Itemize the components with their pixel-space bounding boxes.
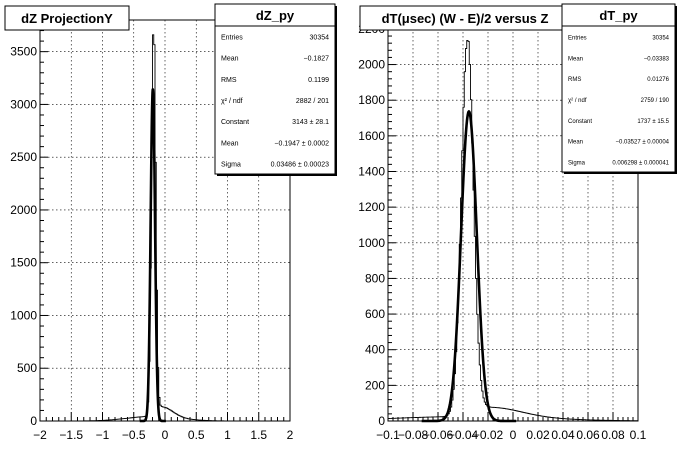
stats-title: dZ_py [256,8,295,23]
stats-row-label: Constant [568,119,592,125]
stats-row-label: Mean [221,140,239,147]
y-tick-label: 400 [365,343,385,357]
stats-row-label: Constant [221,119,249,126]
x-tick-label: 1 [224,428,231,442]
stats-frame [561,3,676,173]
stats-row-value: 0.1199 [308,77,329,84]
stats-row-value: −0.03527 ± 0.00004 [615,140,669,146]
x-tick-label: 2 [287,428,294,442]
stats-row-label: Entries [568,35,587,41]
stats-row-value: 2882 / 201 [296,98,329,105]
x-tick-label: −0.5 [122,428,146,442]
stats-row-label: Mean [568,56,583,62]
y-tick-label: 1600 [358,129,385,143]
y-tick-label: 1200 [358,200,385,214]
x-tick-label: 0.04 [551,428,575,442]
y-tick-label: 3500 [10,45,37,59]
x-tick-label: −0.1 [376,428,400,442]
x-tick-label: 1.5 [250,428,267,442]
stats-row-label: Mean [568,140,583,146]
chart-title-box: dZ ProjectionY [4,5,130,31]
x-tick-label: −0.06 [423,428,454,442]
y-tick-label: 1400 [358,164,385,178]
chart-title-box: dT(μsec) (W - E)/2 versus Z [359,5,571,31]
y-tick-label: 600 [365,307,385,321]
x-tick-label: −1 [96,428,110,442]
title-frame [4,5,130,31]
y-axis: 0200400600800100012001400160018002000220… [358,21,396,428]
y-tick-label: 0 [378,414,385,428]
gaussian-fit-curve [420,110,518,423]
chart-title: dZ ProjectionY [21,11,113,26]
histogram-series [40,34,290,422]
stats-row-value: 0.01276 [647,77,669,83]
y-tick-label: 1000 [10,308,37,322]
y-tick-label: 0 [30,414,37,428]
stats-row-value: 2759 / 190 [641,98,670,104]
y-tick-label: 800 [365,271,385,285]
x-tick-label: 0.06 [576,428,600,442]
x-tick-label: 0.02 [526,428,550,442]
stats-row-value: −0.1827 [304,56,330,63]
chart-title: dT(μsec) (W - E)/2 versus Z [382,11,549,26]
stats-row-value: −0.03383 [644,56,670,62]
x-tick-label: −0.02 [473,428,504,442]
stats-box: dZ_py Entries 30354 Mean −0.1827 RMS 0.1199 χ² … [214,3,337,176]
x-tick-label: 0.5 [188,428,205,442]
y-tick-label: 2500 [10,150,37,164]
y-tick-label: 500 [17,361,37,375]
stats-row-value: 30354 [310,35,330,42]
histogram-panel-1: −2 −1.5 −1 −0.5 0 0.5 1 1.5 2 0 500 1000 1500 2000 250… [4,3,337,442]
stats-row-label: Mean [221,56,239,63]
stats-row-label: RMS [568,77,581,83]
stats-box: dT_py Entries 30354 Mean −0.03383 RMS 0.01276 χ… [561,3,677,174]
y-tick-label: 2000 [10,203,37,217]
gaussian-fit-curve [138,88,168,423]
stats-row-label: Sigma [568,161,586,167]
x-axis: −0.1−0.08−0.06−0.04−0.02 0 0.02 0.04 0.06 0.0… [376,412,647,442]
y-tick-label: 1500 [10,256,37,270]
stats-row-label: Sigma [221,161,241,168]
y-tick-label: 200 [365,378,385,392]
stats-row-value: 1737 ± 15.5 [637,119,669,125]
x-tick-label: 0 [510,428,517,442]
x-tick-label: −0.04 [448,428,479,442]
x-tick-label: −0.08 [398,428,429,442]
stats-row-label: RMS [221,77,237,84]
histogram-panel-2: −0.1−0.08−0.06−0.04−0.02 0 0.02 0.04 0.06 0.0… [358,3,677,442]
x-tick-label: −1.5 [59,428,83,442]
x-tick-label: −2 [33,428,47,442]
y-axis: 0 500 1000 1500 2000 2500 3000 3500 [10,19,48,428]
y-tick-label: 3000 [10,97,37,111]
stats-row-label: Entries [221,35,243,42]
stats-row-label: χ² / ndf [221,98,243,105]
y-tick-label: 1800 [358,93,385,107]
histogram-series [387,39,639,422]
stats-row-value: 3143 ± 28.1 [292,119,329,126]
stats-row-value: 0.03486 ± 0.00023 [271,161,329,168]
stats-row-label: χ² / ndf [568,98,587,104]
x-tick-label: 0.1 [630,428,647,442]
y-tick-label: 2000 [358,58,385,72]
stats-row-value: 30354 [652,35,669,41]
y-tick-label: 1000 [358,236,385,250]
stats-title: dT_py [599,8,638,23]
x-tick-label: 0 [162,428,169,442]
stats-row-value: 0.006298 ± 0.000041 [612,161,669,167]
stats-row-value: −0.1947 ± 0.0002 [274,140,329,147]
stats-frame [214,3,336,175]
x-tick-label: 0.08 [601,428,625,442]
